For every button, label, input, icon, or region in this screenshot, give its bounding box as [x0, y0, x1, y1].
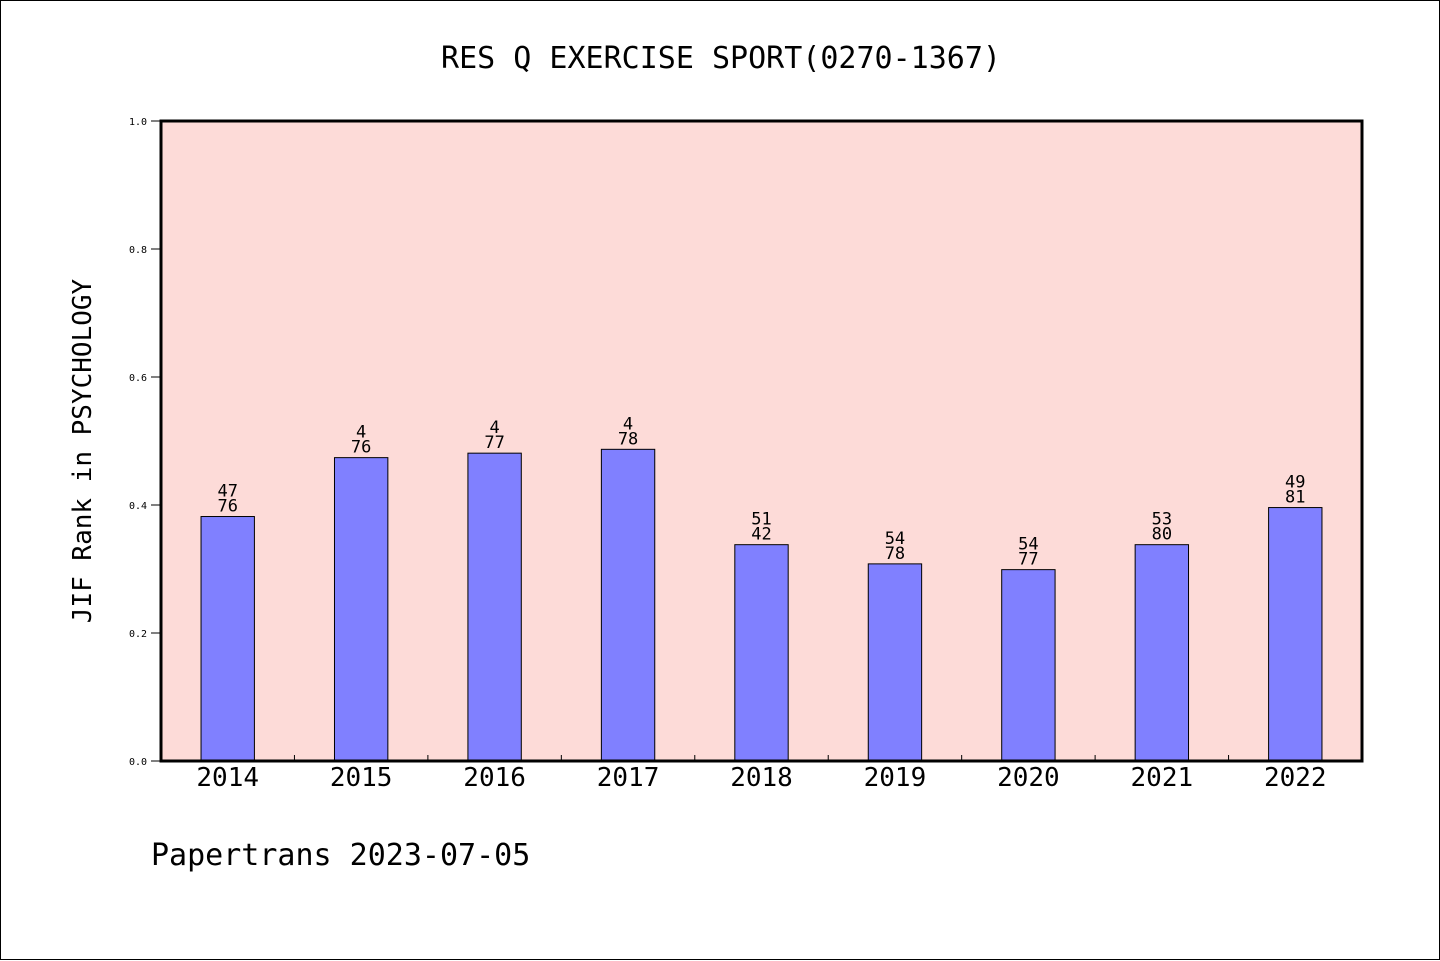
- x-tick-label-2014: 2014: [196, 763, 259, 793]
- bar-2021: [1134, 544, 1190, 762]
- y-tick-label: 0.4: [129, 501, 147, 512]
- bar-2016: [467, 452, 522, 762]
- x-tick-label-2017: 2017: [597, 763, 660, 793]
- bars-layer: [200, 448, 1323, 762]
- y-tick-label: 0.2: [129, 629, 147, 640]
- data-label-top-2016: 4: [489, 418, 499, 438]
- y-tick-label: 0.0: [129, 757, 147, 768]
- data-label-top-2014: 47: [217, 482, 237, 502]
- x-tick-label-2019: 2019: [864, 763, 927, 793]
- x-axis: 2014 2015 2016 2017 2018 2019 2020 2021 2022: [196, 755, 1327, 793]
- data-label-top-2018: 51: [751, 510, 771, 530]
- x-tick-label-2015: 2015: [330, 763, 393, 793]
- data-label-bottom-2019: 78: [885, 544, 905, 564]
- x-tick-label-2018: 2018: [730, 763, 793, 793]
- data-label-top-2020: 54: [1018, 535, 1038, 555]
- bar-2014: [200, 516, 255, 762]
- chart-title: RES Q EXERCISE SPORT(0270-1367): [441, 41, 1001, 76]
- y-tick-label: 0.8: [129, 245, 147, 256]
- bar-2018: [734, 544, 789, 762]
- data-label-top-2019: 54: [885, 529, 905, 549]
- data-label-bottom-2016: 77: [484, 433, 504, 453]
- plot-frame: [159, 119, 1364, 763]
- footer-text: Papertrans 2023-07-05: [151, 838, 530, 873]
- bar-2022: [1268, 507, 1323, 762]
- data-label-top-2022: 49: [1285, 473, 1305, 493]
- bar-2015: [333, 457, 389, 762]
- data-label-bottom-2015: 76: [351, 438, 371, 458]
- data-label-bottom-2021: 80: [1152, 525, 1172, 545]
- data-label-top-2015: 4: [356, 423, 366, 443]
- data-label-top-2021: 53: [1152, 510, 1172, 530]
- data-label-bottom-2017: 78: [618, 429, 638, 449]
- x-tick-label-2022: 2022: [1264, 763, 1327, 793]
- x-tick-label-2016: 2016: [463, 763, 526, 793]
- y-axis: 0.0 0.2 0.4 0.6 0.8 1.0: [129, 117, 161, 768]
- bar-2017: [600, 448, 656, 762]
- bar-2020: [1001, 569, 1056, 762]
- bar-2019: [867, 563, 923, 762]
- y-tick-label: 1.0: [129, 117, 147, 128]
- y-tick-label: 0.6: [129, 373, 147, 384]
- data-label-top-2017: 4: [623, 414, 633, 434]
- data-label-bottom-2018: 42: [751, 525, 771, 545]
- x-tick-label-2021: 2021: [1131, 763, 1194, 793]
- y-axis-label: JIF Rank in PSYCHOLOGY: [68, 278, 98, 623]
- x-tick-label-2020: 2020: [997, 763, 1060, 793]
- data-label-bottom-2020: 77: [1018, 550, 1038, 570]
- data-label-bottom-2014: 76: [217, 497, 237, 517]
- data-label-bottom-2022: 81: [1285, 488, 1305, 508]
